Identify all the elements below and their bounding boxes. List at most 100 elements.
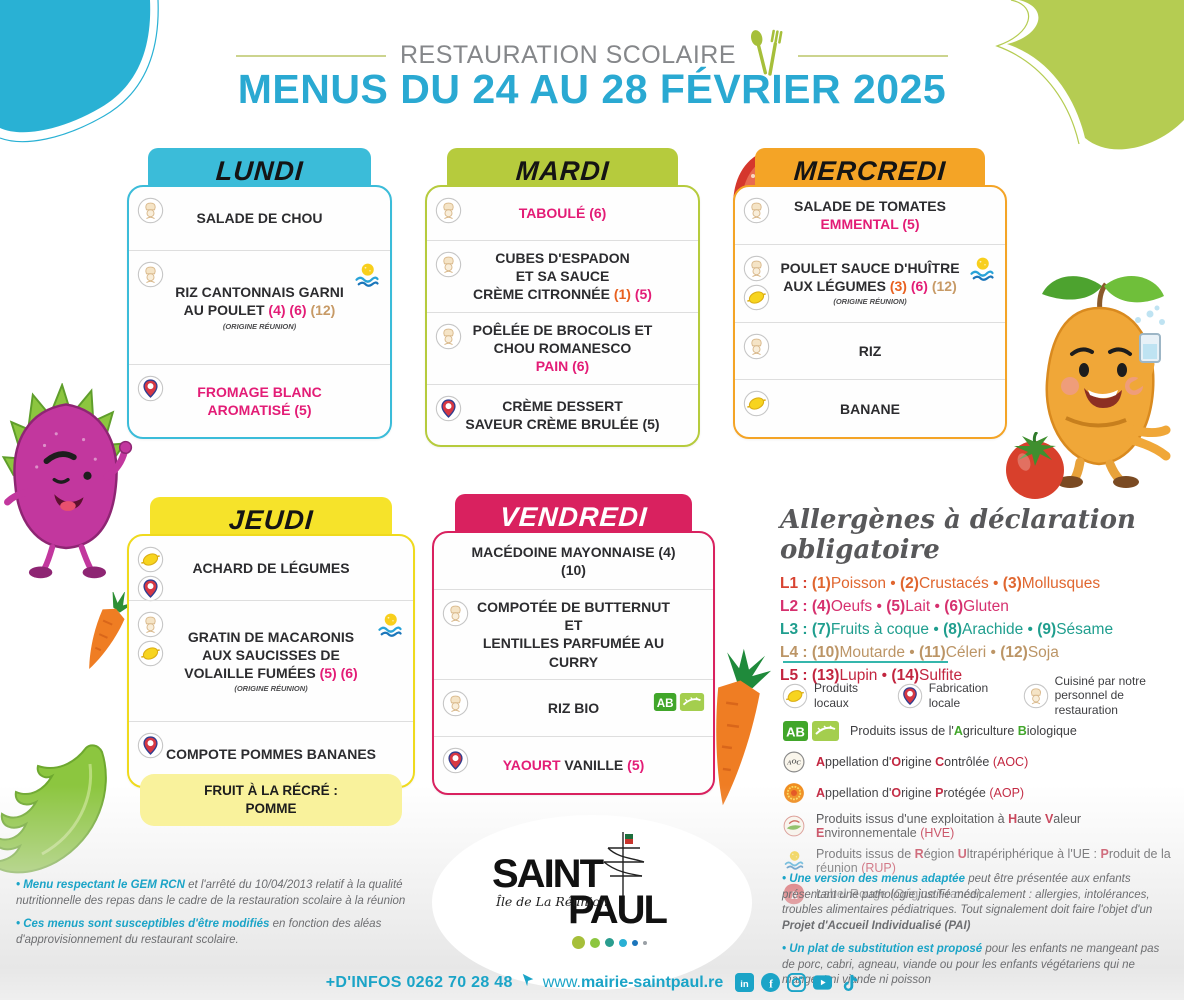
allergen-line: L2 : (4)Oeufs • (5)Lait • (6)Gluten <box>780 598 1009 615</box>
day-title: LUNDI <box>214 155 305 186</box>
ship-mast-icon <box>603 832 645 902</box>
day-card-vendredi: VENDREDI MACÉDOINE MAYONNAISE (4) (10) COM… <box>432 494 715 795</box>
chef-icon <box>435 197 462 224</box>
menu-item-icons <box>442 600 469 627</box>
pin-icon <box>137 575 164 602</box>
pin-icon <box>442 747 469 774</box>
header: RESTAURATION SCOLAIRE <box>0 28 1184 83</box>
legend-row: AB Produits issus de l'Agriculture Biolog… <box>782 719 1182 743</box>
allergens-underline <box>783 661 948 663</box>
ab-icon: AB <box>653 690 705 719</box>
legend-quick-item: Fabrication locale <box>897 681 1013 710</box>
legend-label: Cuisiné par notre personnel de restaurat… <box>1054 674 1146 717</box>
dragon-fruit-character <box>0 382 136 593</box>
allergen-line: L5 : (13)Lupin • (14)Sulfite <box>780 667 963 684</box>
menu-item-origin: (ORIGINE RÉUNION) <box>234 684 308 694</box>
page-title: MENUS DU 24 AU 28 FÉVRIER 2025 <box>237 66 947 112</box>
chef-icon <box>137 197 164 224</box>
big-carrot-decoration <box>688 648 778 823</box>
menu-item: SALADE DE CHOU <box>129 187 390 250</box>
small-carrot-decoration <box>70 589 136 689</box>
day-title: MARDI <box>514 155 611 186</box>
menu-item-origin: (ORIGINE RÉUNION) <box>222 321 297 331</box>
day-menu: ACHARD DE LÉGUMES GRATIN DE MACARONIS AUX… <box>127 534 415 788</box>
menu-item-icons <box>137 546 164 602</box>
youtube-icon[interactable] <box>813 973 833 992</box>
aoc-icon: AOC <box>782 750 806 774</box>
menu-item-text: COMPOTÉE DE BUTTERNUT ET LENTILLES PARFU… <box>477 599 670 670</box>
social-icons: in f <box>735 973 858 992</box>
chef-icon <box>137 611 164 638</box>
svg-text:in: in <box>741 979 750 990</box>
day-card-lundi: LUNDI SALADE DE CHOU RIZ CANTONNAIS GARNI … <box>127 148 392 439</box>
chef-icon <box>435 323 462 350</box>
header-line-left <box>235 54 386 57</box>
lemon-icon <box>137 640 164 667</box>
menu-item: COMPOTE POMMES BANANES <box>129 721 413 786</box>
ab-icon: AB <box>782 719 840 743</box>
lemon-icon <box>743 390 770 417</box>
header-line-right <box>798 54 948 57</box>
chef-icon <box>442 600 469 627</box>
menu-item-icons <box>743 197 770 224</box>
day-menu: TABOULÉ (6) CUBES D'ESPADON ET SA SAUCE C… <box>425 185 700 447</box>
note: • Ces menus sont susceptibles d'être mod… <box>16 918 382 946</box>
notes-left: • Menu respectant le GEM RCN et l'arrêté… <box>16 878 436 956</box>
fork-spoon-icon <box>750 28 784 83</box>
corner-blob-right <box>989 0 1184 165</box>
menu-item: MACÉDOINE MAYONNAISE (4) (10) <box>434 533 713 589</box>
allergens-title: Allergènes à déclaration obligatoire <box>780 505 1136 565</box>
saint-paul-logo: SAINT PAUL Île de La Réunion <box>492 832 702 956</box>
pin-icon <box>435 395 462 422</box>
menu-item-text: CUBES D'ESPADON ET SA SAUCE CRÈME CITRON… <box>473 250 652 303</box>
menu-item-text: POULET SAUCE D'HUÎTRE AUX LÉGUMES (3) (6… <box>780 260 960 295</box>
menu-item-icons <box>137 732 164 759</box>
note: • Une version des menus adaptée peut êtr… <box>782 873 1153 932</box>
menu-item-icons <box>435 395 462 422</box>
legend-quick-row: Produits locaux Fabrication locale Cuisiné… <box>782 674 1177 717</box>
menu-item: CRÈME DESSERT SAVEUR CRÈME BRULÉE (5) <box>427 383 698 445</box>
legend-row: AOC Appellation d'Origine Contrôlée (AOC) <box>782 750 1182 774</box>
facebook-icon[interactable]: f <box>761 973 781 992</box>
legend-label: Produits issus de l'Agriculture Biologiq… <box>850 724 1077 738</box>
menu-item-text: RIZ CANTONNAIS GARNI AU POULET (4) (6) (… <box>175 284 344 319</box>
menu-item-icons <box>743 255 770 311</box>
footer-infos: +D'INFOS 0262 70 28 48 <box>325 973 513 991</box>
rup-icon <box>352 261 382 296</box>
website-link[interactable]: www.mairie-saintpaul.re <box>542 973 724 991</box>
chef-icon <box>743 333 770 360</box>
menu-item: CUBES D'ESPADON ET SA SAUCE CRÈME CITRON… <box>427 239 698 312</box>
menu-item-text: RIZ <box>858 342 882 359</box>
tiktok-icon[interactable] <box>839 973 858 992</box>
allergen-line: L3 : (7)Fruits à coque • (8)Arachide • (… <box>780 621 1114 638</box>
lemon-icon <box>137 546 164 573</box>
menu-item: BANANE <box>735 379 1005 437</box>
menu-item-text: FROMAGE BLANC AROMATISÉ (5) <box>197 383 322 419</box>
lemon-icon <box>782 683 808 709</box>
menu-item-origin: (ORIGINE RÉUNION) <box>833 297 907 307</box>
menu-item-text: RIZ BIO <box>547 699 600 716</box>
menu-item-text: BANANE <box>840 400 900 417</box>
tomato-decoration <box>996 430 1074 507</box>
day-title: JEUDI <box>227 504 315 535</box>
menu-item-icons <box>137 197 164 224</box>
chef-icon <box>743 197 770 224</box>
menu-item-text: POÊLÉE DE BROCOLIS ET CHOU ROMANESCO PAI… <box>472 322 653 375</box>
day-card-jeudi: JEUDI ACHARD DE LÉGUMES GRATIN DE MACARONI… <box>127 497 415 827</box>
pin-icon <box>137 732 164 759</box>
corner-blob-left <box>0 0 195 165</box>
menu-item-icons <box>435 251 462 278</box>
allergen-line: L1 : (1)Poisson • (2)Crustacés • (3)Moll… <box>780 575 1101 592</box>
instagram-icon[interactable] <box>787 973 807 992</box>
footer-bar: +D'INFOS 0262 70 28 48 www.mairie-saintp… <box>0 973 1184 992</box>
menu-item: POULET SAUCE D'HUÎTRE AUX LÉGUMES (3) (6… <box>735 243 1005 322</box>
menu-item-text: SALADE DE TOMATES EMMENTAL (5) <box>794 198 946 233</box>
linkedin-icon[interactable]: in <box>735 973 755 992</box>
mango-character <box>1014 268 1184 493</box>
snack-pill: FRUIT À LA RÉCRÉ : POMME <box>140 774 402 827</box>
svg-text:f: f <box>769 978 773 990</box>
logo-text-paul: PAUL <box>568 888 668 932</box>
logo-tagline: Île de La Réunion <box>496 894 608 909</box>
menu-item: YAOURT VANILLE (5) <box>434 735 713 793</box>
chef-icon <box>435 251 462 278</box>
